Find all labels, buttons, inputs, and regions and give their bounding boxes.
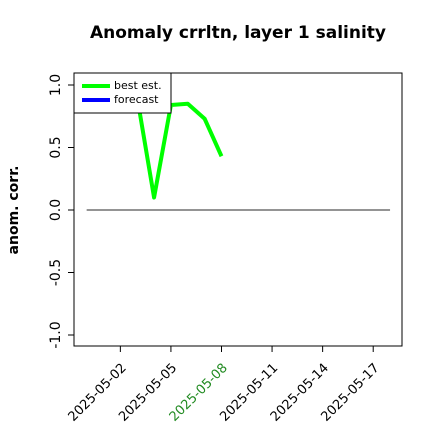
legend-label: best est. <box>114 79 162 92</box>
y-tick-label: -1.0 <box>48 321 64 348</box>
y-tick-label: 1.0 <box>48 74 64 96</box>
chart-title: Anomaly crrltn, layer 1 salinity <box>90 23 386 43</box>
y-axis-label: anom. corr. <box>6 166 22 255</box>
plot-frame <box>73 72 403 347</box>
legend-label: forecast <box>114 93 159 106</box>
y-tick-label: -0.5 <box>48 259 64 286</box>
y-tick-label: 0.5 <box>48 136 64 158</box>
y-tick-label: 0.0 <box>48 199 64 221</box>
legend-box <box>73 72 172 114</box>
series-line <box>135 97 224 200</box>
